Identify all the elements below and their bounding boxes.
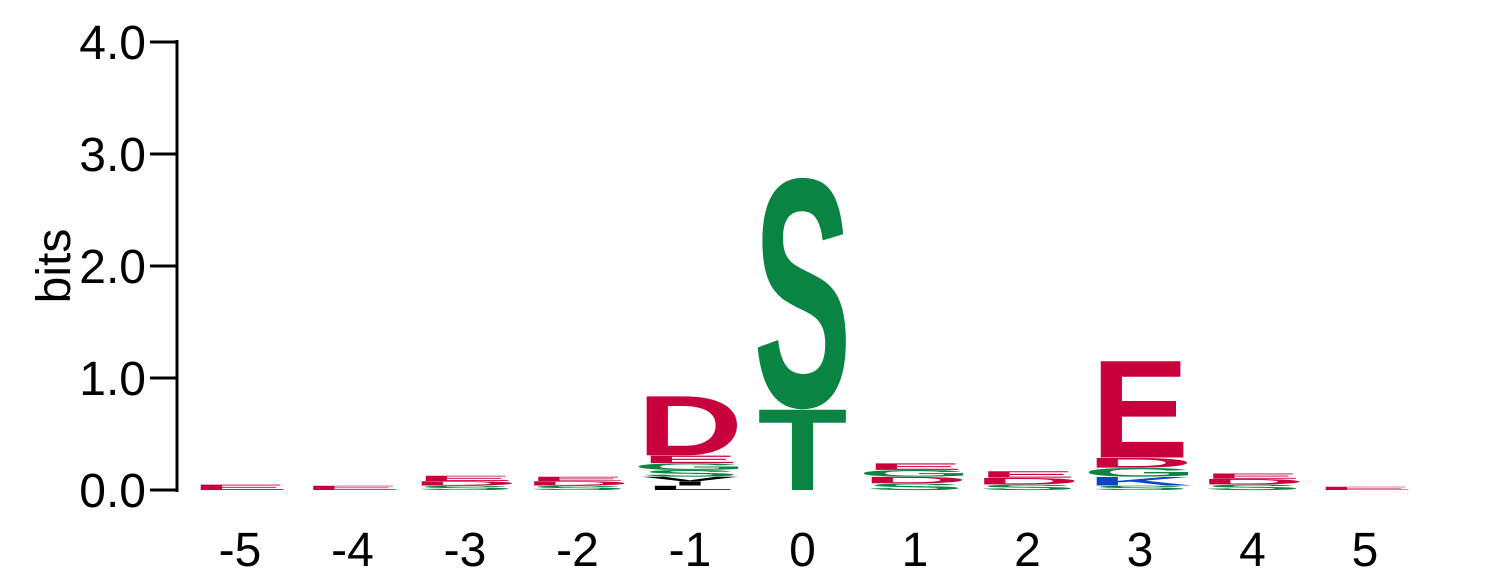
logo-letter-s: S [1203, 483, 1301, 492]
logo-letter-g: G [1083, 465, 1198, 479]
x-tick-label: 1 [902, 524, 929, 577]
logo-letter-d: D [974, 476, 1080, 486]
logo-letter-s: S [641, 468, 739, 478]
y-ticks: 0.0 1.0 2.0 3.0 4.0 [79, 17, 177, 518]
logo-letter-s: S [1091, 484, 1189, 491]
logo-letter-v: V [641, 475, 739, 482]
x-tick-label: 2 [1014, 524, 1041, 577]
logo-column: E [191, 483, 289, 492]
logo-letter-s: S [528, 484, 626, 491]
logo-column: SDE [524, 475, 630, 491]
logo-letter-g: G [858, 468, 973, 478]
x-tick-label: -2 [556, 524, 599, 577]
y-axis-label: bits [28, 229, 81, 304]
logo-letter-e: E [1203, 472, 1301, 481]
x-tick-label: 4 [1239, 524, 1266, 577]
logo-column: E [1316, 486, 1414, 491]
logo-letter-e: E [416, 474, 514, 483]
logo-letter-s: S [753, 111, 851, 476]
y-tick-label: 3.0 [79, 129, 146, 182]
y-tick-label: 1.0 [79, 353, 146, 406]
logo-letter-k: K [1087, 474, 1193, 488]
logo-letter-e: E [191, 483, 289, 492]
logo-column: SDE [1199, 472, 1305, 492]
logo-letter-d: D [862, 475, 968, 485]
logo-letter-e: E [641, 453, 739, 465]
logo-letter-e: E [866, 462, 964, 472]
x-tick-label: -3 [444, 524, 487, 577]
x-tick-label: 0 [789, 524, 816, 577]
x-tick-label: -5 [219, 524, 262, 577]
logo-letter-e: E [1316, 486, 1414, 491]
logo-letter-l: L [645, 484, 735, 491]
logo-letter-d: D [637, 378, 743, 474]
x-tick-labels: -5 -4 -3 -2 -1 0 1 2 3 4 5 [219, 524, 1379, 577]
y-tick-label: 4.0 [79, 17, 146, 70]
x-tick-label: -1 [669, 524, 712, 577]
logo-letter-d: D [1087, 455, 1193, 471]
logo-letter-e: E [303, 484, 401, 491]
logo-column: TS [753, 111, 851, 516]
x-tick-label: 3 [1127, 524, 1154, 577]
logo-letter-d: D [1199, 477, 1305, 486]
logo-letter-s: S [416, 484, 514, 491]
logo-column: SDE [412, 474, 518, 491]
logo-letter-i: I [670, 480, 711, 487]
logo-letter-d: D [412, 480, 518, 487]
logo-letter-e: E [978, 469, 1076, 479]
y-tick-label: 0.0 [79, 465, 146, 518]
logo-letter-s: S [866, 482, 964, 492]
logo-letter-g: G [633, 462, 748, 472]
logo-letter-s: S [978, 483, 1076, 492]
logo-letter-t: T [758, 385, 848, 515]
x-tick-label: -4 [331, 524, 374, 577]
logo-column: E [303, 484, 401, 491]
logo-letter-e: E [1091, 332, 1189, 488]
logo-column: SDE [974, 469, 1080, 491]
y-tick-label: 2.0 [79, 241, 146, 294]
logo-letter-e: E [528, 475, 626, 482]
x-tick-label: 5 [1352, 524, 1379, 577]
logo-letter-d: D [524, 480, 630, 487]
